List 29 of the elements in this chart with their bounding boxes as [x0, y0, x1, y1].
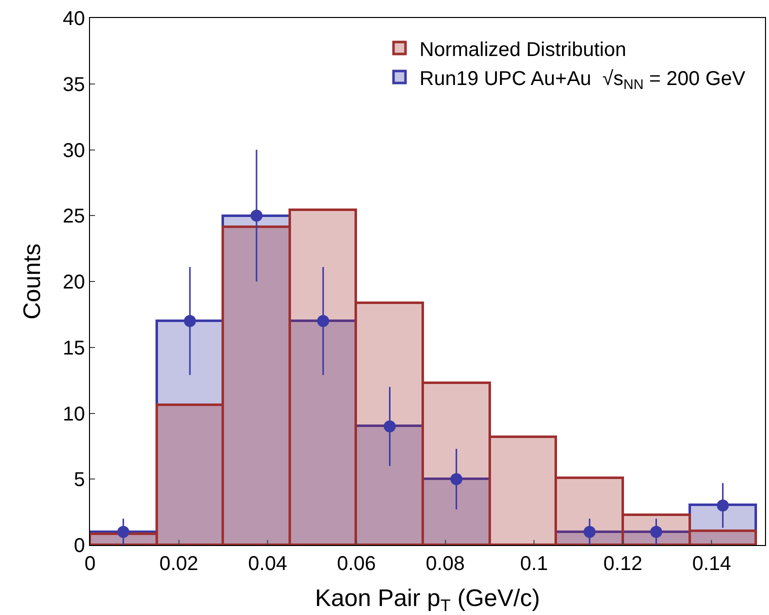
- y-tick-label: 15: [62, 337, 85, 360]
- x-tick-label: 0.04: [248, 553, 288, 575]
- y-tick-label: 5: [74, 469, 85, 492]
- y-tick-label: 10: [62, 403, 85, 426]
- point: [184, 315, 196, 328]
- x-tick-label: 0.14: [692, 553, 732, 575]
- x-tick-label: 0.1: [520, 553, 548, 575]
- point: [584, 526, 596, 538]
- x-tick-label: 0.12: [603, 553, 642, 575]
- x-axis-title: Kaon Pair p$_{T}$ (GeV/c): [314, 584, 540, 615]
- y-tick-label: 0: [74, 535, 85, 557]
- x-tick-label: 0.06: [336, 553, 376, 575]
- point: [384, 420, 396, 432]
- y-tick-label: 20: [62, 272, 85, 294]
- x-tick-label: 0.02: [159, 553, 198, 575]
- legend-label: Run19 UPC Au+Au √s$_{NN}$ = 200 GeV: [420, 68, 746, 92]
- y-axis-title: Counts: [18, 243, 46, 320]
- point: [716, 499, 729, 512]
- legend-label: Normalized Distribution: [420, 38, 626, 61]
- point: [117, 526, 130, 538]
- point: [650, 526, 662, 538]
- y-tick-label: 35: [62, 74, 85, 96]
- point: [450, 473, 462, 486]
- y-tick-label: 30: [62, 140, 85, 162]
- y-tick-label: 40: [62, 8, 85, 30]
- point: [317, 315, 330, 328]
- x-tick-label: 0.08: [426, 553, 465, 575]
- point: [250, 210, 263, 222]
- y-tick-label: 25: [62, 206, 85, 228]
